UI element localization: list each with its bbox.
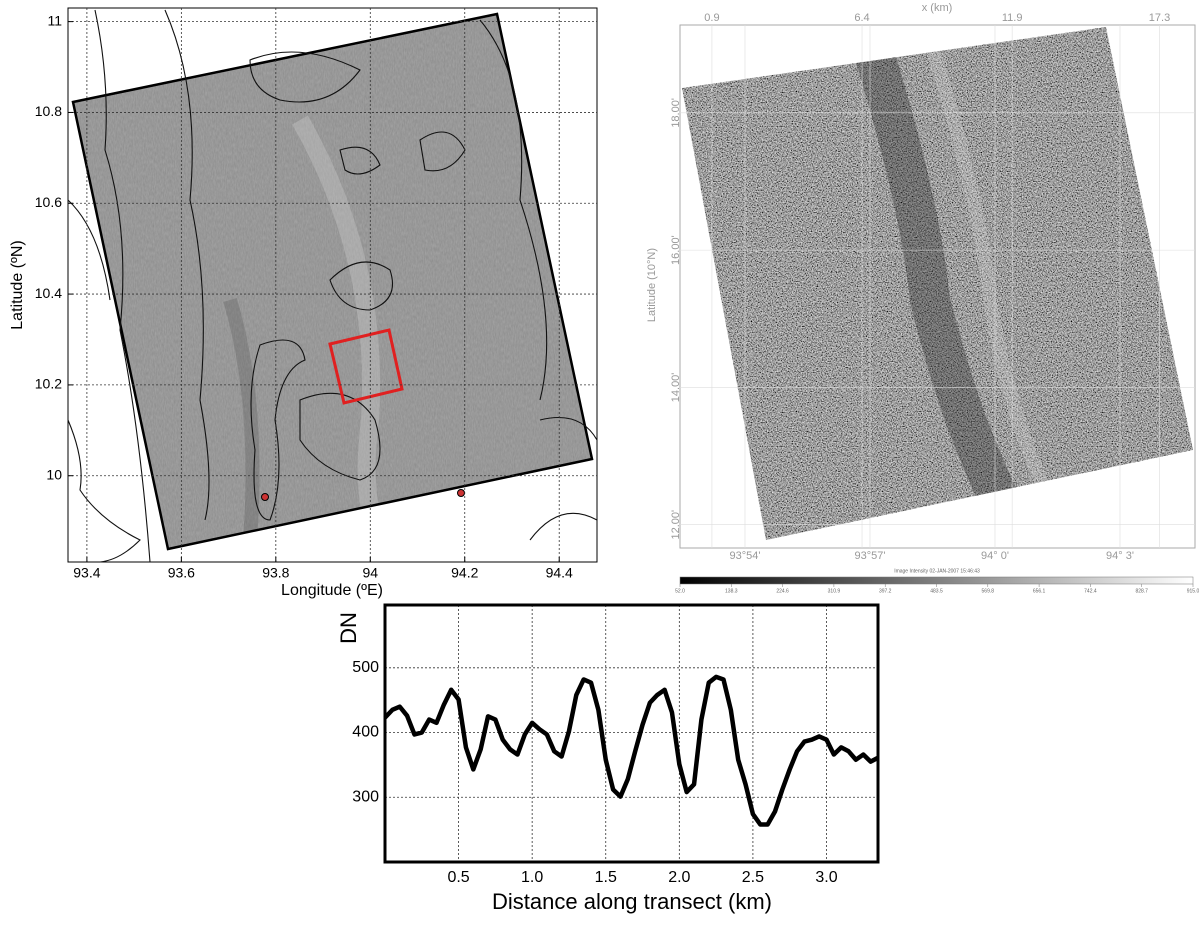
colorbar-tick-label: 828.7 (1135, 588, 1148, 594)
x2-tick-label: 11.9 (1002, 12, 1023, 24)
colorbar-tick-label: 742.4 (1084, 588, 1097, 594)
x-tick-label: 93.8 (262, 565, 289, 581)
sar-image (73, 14, 592, 549)
x-tick-label: 93°57' (855, 550, 886, 562)
sar-zoom-image (682, 27, 1193, 540)
y-axis-label: DN (336, 612, 361, 644)
y-tick-label: 300 (352, 788, 379, 805)
y-tick-label: 10.6 (35, 194, 62, 210)
x-axis-label: Distance along transect (km) (492, 889, 772, 914)
x-tick-label: 1.5 (595, 869, 617, 886)
x-tick-label: 93.4 (73, 565, 100, 581)
y-tick-label: 10.4 (35, 285, 62, 301)
x-tick-label: 94° 0' (981, 550, 1009, 562)
x-axis-label: Longitude (ºE) (281, 582, 383, 599)
y-tick-label: 500 (352, 659, 379, 676)
x-tick-label: 2.0 (668, 869, 690, 886)
colorbar-tick-label: 310.9 (828, 588, 841, 594)
x2-tick-label: 17.3 (1149, 12, 1170, 24)
y-tick-label: 16.00' (670, 235, 682, 265)
colorbar-tick-label: 569.8 (982, 588, 995, 594)
data-line (383, 674, 880, 827)
y-tick-label: 10.8 (35, 103, 62, 119)
y-tick-label: 10 (46, 466, 62, 482)
x-tick-label: 1.0 (521, 869, 543, 886)
x-tick-label: 0.5 (447, 869, 469, 886)
line-panel: Distance along transect (km) DN (336, 612, 772, 914)
x-tick-label: 94.2 (451, 565, 478, 581)
y-tick-label: 11 (47, 12, 62, 28)
x2-tick-label: 6.4 (854, 12, 869, 24)
colorbar-title: Image Intensity 02-JAN-2007 15:46:43 (894, 568, 980, 574)
x-tick-label: 3.0 (815, 869, 837, 886)
colorbar-tick-label: 397.2 (879, 588, 892, 594)
map-panel: Longitude (ºE) Latitude (ºN) (9, 7, 598, 599)
x-tick-label: 93°54' (730, 550, 761, 562)
y-tick-label: 12.00' (670, 510, 682, 540)
station-marker (261, 493, 269, 501)
x-tick-label: 94.4 (546, 565, 573, 581)
x-tick-label: 94° 3' (1106, 550, 1134, 562)
station-marker (457, 489, 465, 497)
image-outline (71, 12, 594, 551)
y-tick-label: 400 (352, 724, 379, 741)
plot-frame (383, 603, 880, 864)
x2-axis-label: x (km) (922, 2, 953, 14)
colorbar-tick-label: 656.1 (1033, 588, 1046, 594)
colorbar-tick-label: 138.3 (725, 588, 738, 594)
colorbar-tick-label: 52.0 (675, 588, 685, 594)
x-tick-label: 93.6 (168, 565, 195, 581)
region-box (328, 328, 404, 405)
y-axis-label: Latitude (10°N) (646, 248, 658, 322)
y-tick-label: 18.00' (670, 98, 682, 128)
y-tick-label: 14.00' (670, 373, 682, 403)
contours (67, 9, 598, 563)
colorbar-tick-label: 224.6 (776, 588, 789, 594)
y-axis-label: Latitude (ºN) (9, 240, 26, 329)
zoom-panel: x (km) Latitude (10°N) Image Intensity 0… (646, 2, 1196, 585)
y-tick-label: 10.2 (35, 376, 62, 392)
colorbar-tick-label: 915.0 (1187, 588, 1199, 594)
x-tick-label: 94 (362, 565, 378, 581)
x2-tick-label: 0.9 (704, 12, 719, 24)
x-tick-label: 2.5 (742, 869, 764, 886)
colorbar (679, 576, 1194, 585)
colorbar-tick-label: 483.5 (930, 588, 943, 594)
